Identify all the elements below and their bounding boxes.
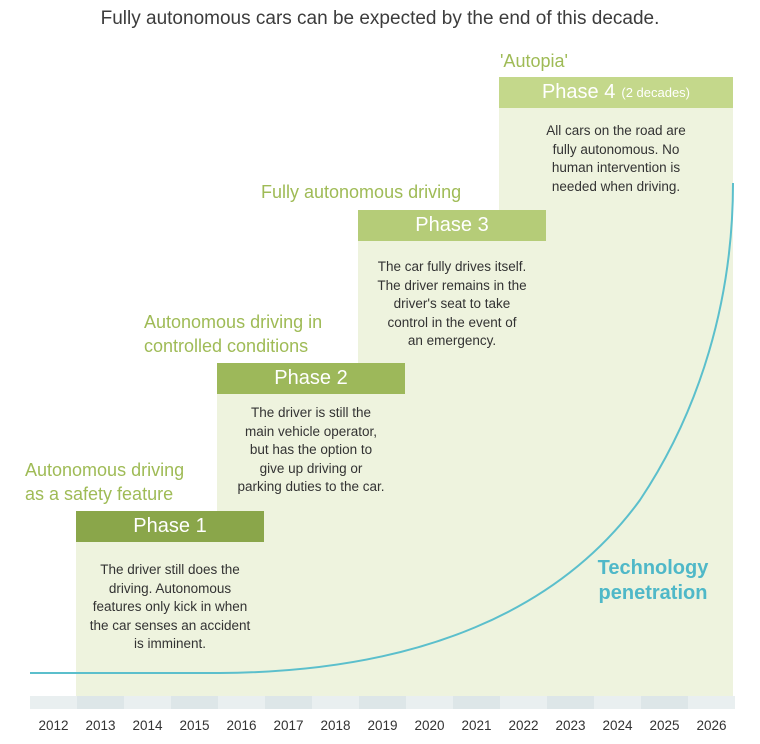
phase-3-description: The car fully drives itself. The driver … xyxy=(377,259,527,348)
phase-4-title: Phase 4 xyxy=(541,81,616,103)
year-label: 2026 xyxy=(696,718,727,733)
year-label: 2019 xyxy=(367,718,398,733)
year-band xyxy=(406,696,453,709)
phase-2-stage-label: Autonomous driving in controlled conditi… xyxy=(144,312,323,356)
year-band xyxy=(594,696,641,709)
year-band xyxy=(312,696,359,709)
year-label: 2022 xyxy=(508,718,539,733)
phase-3-title: Phase 3 xyxy=(415,214,489,236)
phase-4-stage-label: 'Autopia' xyxy=(500,51,568,71)
curve-line xyxy=(30,182,734,674)
phase-4-header: Phase 4 (2 decades) xyxy=(499,77,733,108)
year-band xyxy=(453,696,500,709)
year-band xyxy=(641,696,688,709)
year-label: 2012 xyxy=(38,718,69,733)
year-band xyxy=(688,696,735,709)
year-label: 2015 xyxy=(179,718,210,733)
phase-2-header: Phase 2 xyxy=(217,363,405,394)
year-label: 2013 xyxy=(85,718,116,733)
page-title: Fully autonomous cars can be expected by… xyxy=(100,8,660,29)
phase-1-description: The driver still does the driving. Auton… xyxy=(89,562,251,651)
year-label: 2023 xyxy=(555,718,586,733)
year-band xyxy=(77,696,124,709)
phase-4-description: All cars on the road are fully autonomou… xyxy=(546,123,686,194)
year-band xyxy=(171,696,218,709)
year-label: 2016 xyxy=(226,718,257,733)
phase-1-header: Phase 1 xyxy=(76,511,264,542)
technology-penetration-label: Technology penetration xyxy=(597,557,709,604)
phase-4-duration: (2 decades) xyxy=(621,85,691,100)
phase-3-header: Phase 3 xyxy=(358,210,546,241)
year-band xyxy=(547,696,594,709)
phase-1-stage-label: Autonomous driving as a safety feature xyxy=(25,460,185,504)
year-label: 2021 xyxy=(461,718,492,733)
year-label: 2014 xyxy=(132,718,163,733)
year-band xyxy=(124,696,171,709)
phase-2-title: Phase 2 xyxy=(274,367,348,389)
phase-4-column xyxy=(499,77,733,696)
year-band xyxy=(265,696,312,709)
year-band xyxy=(359,696,406,709)
year-band xyxy=(218,696,265,709)
year-label: 2017 xyxy=(273,718,304,733)
year-label: 2025 xyxy=(649,718,680,733)
year-label: 2024 xyxy=(602,718,633,733)
year-band xyxy=(500,696,547,709)
phase-2-description: The driver is still the main vehicle ope… xyxy=(237,405,385,494)
phase-3-stage-label: Fully autonomous driving xyxy=(261,182,462,202)
phase-1-title: Phase 1 xyxy=(133,515,207,537)
year-band xyxy=(30,696,77,709)
year-label: 2020 xyxy=(414,718,445,733)
year-label: 2018 xyxy=(320,718,351,733)
